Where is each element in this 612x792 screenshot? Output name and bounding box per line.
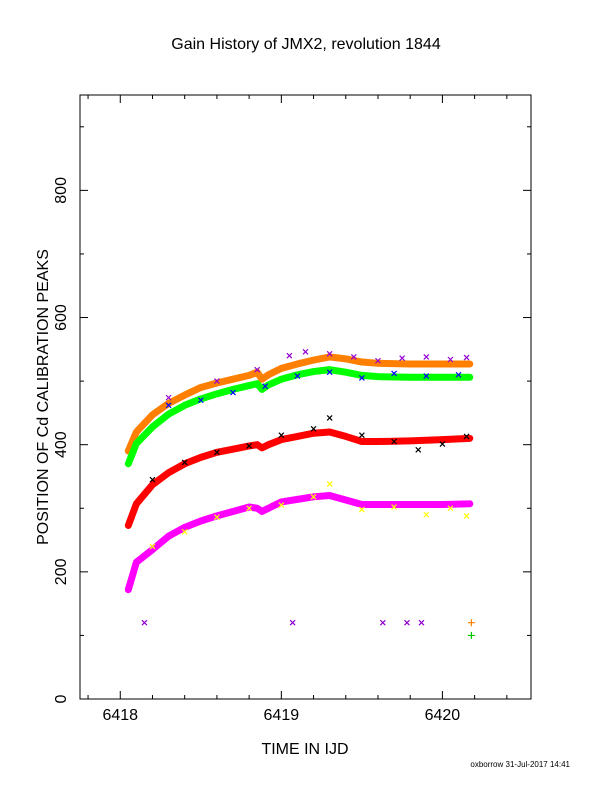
data-point [165, 402, 172, 409]
data-point [375, 357, 381, 364]
data-point [141, 619, 148, 626]
data-point [149, 476, 156, 483]
data-point [286, 352, 293, 359]
data-point [165, 394, 172, 401]
data-point [181, 459, 188, 466]
y-tick-label: 400 [53, 431, 70, 458]
chart-title: Gain History of JMX2, revolution 1844 [171, 36, 441, 53]
data-point [379, 619, 386, 626]
data-point [447, 505, 454, 512]
data-point [358, 432, 365, 439]
data-point [358, 375, 365, 381]
data-point [463, 512, 470, 519]
series-line [124, 492, 474, 594]
data-point [230, 389, 236, 396]
data-point [181, 528, 188, 535]
data-point [391, 438, 398, 445]
data-point [302, 348, 309, 355]
y-tick-label: 800 [53, 177, 70, 204]
data-point [423, 511, 430, 518]
data-point [278, 502, 285, 509]
data-point [294, 373, 301, 379]
credit-stamp: oxborrow 31-Jul-2017 14:41 [470, 760, 570, 769]
data-point [326, 369, 333, 376]
data-point [391, 370, 398, 377]
series-line [124, 366, 474, 468]
data-point [289, 619, 296, 626]
data-point [326, 481, 333, 488]
x-axis-label: TIME IN IJD [261, 741, 348, 758]
data-point [326, 350, 333, 357]
data-point [447, 356, 454, 363]
data-point [358, 506, 365, 513]
data-point [418, 619, 425, 626]
series-line [124, 428, 474, 529]
data-point [310, 425, 317, 432]
data-point [213, 378, 220, 385]
data-point [149, 543, 156, 550]
data-point [399, 355, 406, 362]
data-point [254, 366, 261, 373]
data-point [467, 619, 475, 627]
y-axis-label: POSITION OF Cd CALIBRATION PEAKS [35, 249, 52, 545]
data-point [415, 446, 422, 453]
data-point [423, 373, 430, 379]
data-point [455, 371, 462, 378]
y-tick-label: 600 [53, 304, 70, 331]
data-point [350, 354, 357, 360]
data-point [326, 415, 333, 421]
y-tick-label: 200 [53, 558, 70, 585]
data-point [246, 443, 253, 449]
data-point [463, 433, 470, 440]
data-point [262, 383, 269, 390]
data-point [404, 619, 410, 626]
series-line [124, 353, 474, 455]
data-point [310, 493, 317, 500]
plot-frame [79, 94, 532, 700]
data-point [213, 449, 220, 456]
data-point [246, 505, 253, 512]
data-point [213, 514, 220, 521]
y-tick-label: 0 [53, 694, 70, 703]
data-point [423, 354, 430, 360]
x-tick-label: 6420 [425, 707, 461, 724]
data-point [463, 354, 470, 361]
x-tick-label: 6418 [102, 707, 138, 724]
data-point [197, 397, 204, 404]
data-point [467, 631, 475, 639]
data-point [391, 504, 398, 510]
data-point [278, 432, 285, 439]
data-point [439, 441, 446, 447]
x-tick-label: 6419 [264, 707, 300, 724]
